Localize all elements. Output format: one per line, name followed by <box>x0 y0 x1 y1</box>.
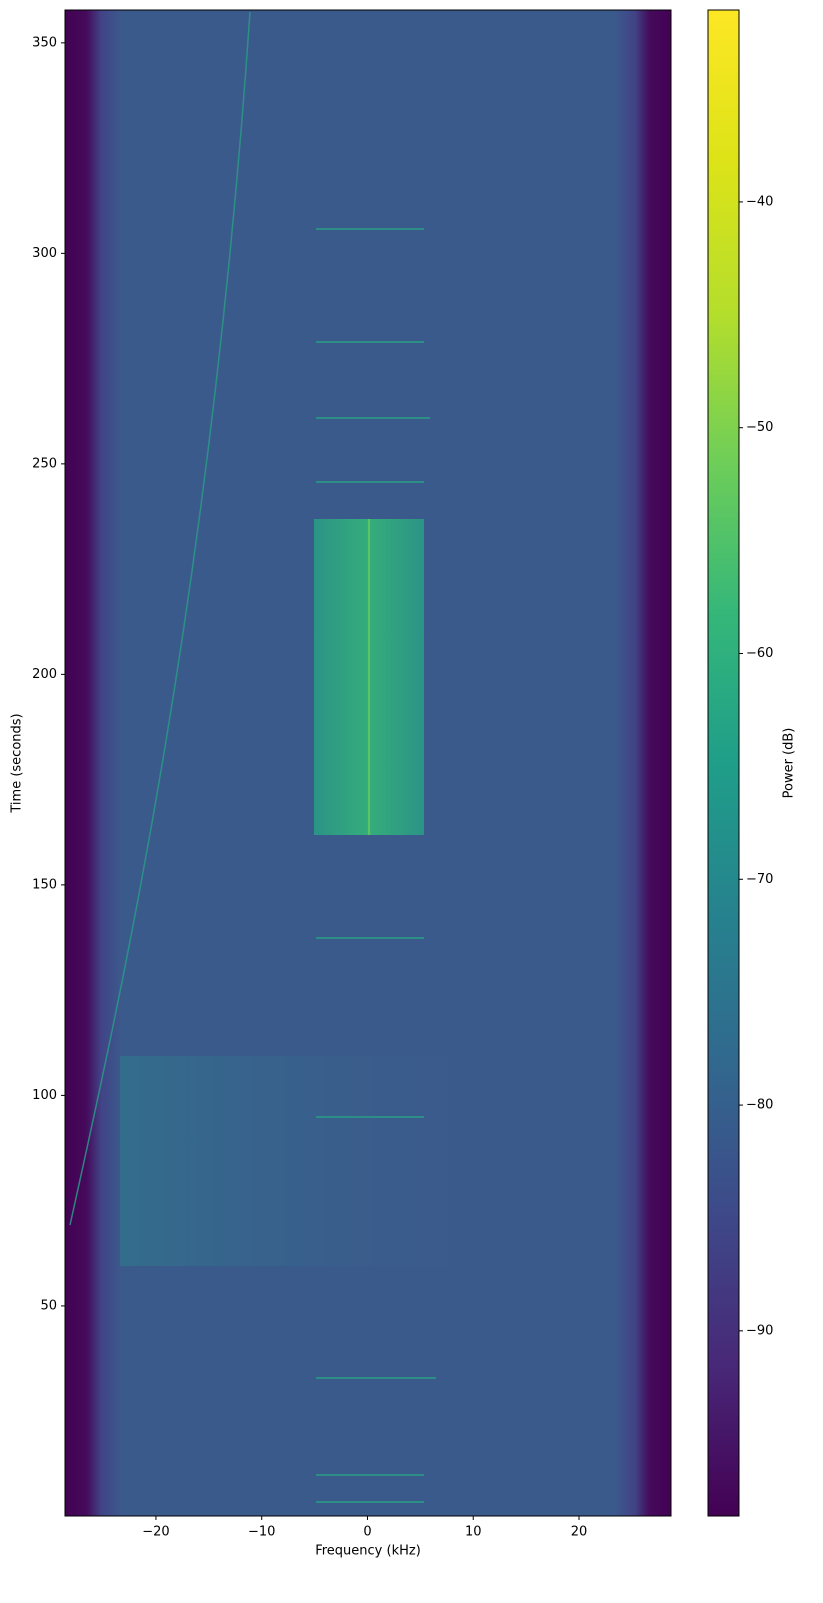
y-tick-label: 150 <box>32 877 57 892</box>
x-axis-label: Frequency (kHz) <box>315 1544 421 1559</box>
y-tick-label: 100 <box>32 1088 57 1103</box>
y-tick-label: 50 <box>40 1298 57 1313</box>
x-tick-label: −10 <box>248 1525 275 1540</box>
colorbar <box>707 9 740 1517</box>
colorbar-label: Power (dB) <box>782 728 797 799</box>
y-axis-label: Time (seconds) <box>10 713 25 813</box>
y-tick-label: 250 <box>32 456 57 471</box>
y-tick-label: 200 <box>32 667 57 682</box>
x-tick-label: −20 <box>142 1525 169 1540</box>
colorbar-tick-label: −80 <box>746 1098 773 1113</box>
spectrogram-image <box>65 10 671 1516</box>
y-tick-label: 300 <box>32 246 57 261</box>
colorbar-tick-label: −70 <box>746 872 773 887</box>
x-tick-label: 10 <box>465 1525 482 1540</box>
x-tick-label: 20 <box>571 1525 588 1540</box>
x-tick-label: 0 <box>363 1525 371 1540</box>
colorbar-tick-label: −50 <box>746 420 773 435</box>
plot-frame <box>64 9 672 1517</box>
colorbar-tick-label: −60 <box>746 646 773 661</box>
y-tick-label: 350 <box>32 35 57 50</box>
colorbar-tick-label: −90 <box>746 1323 773 1338</box>
colorbar-tick-label: −40 <box>746 194 773 209</box>
